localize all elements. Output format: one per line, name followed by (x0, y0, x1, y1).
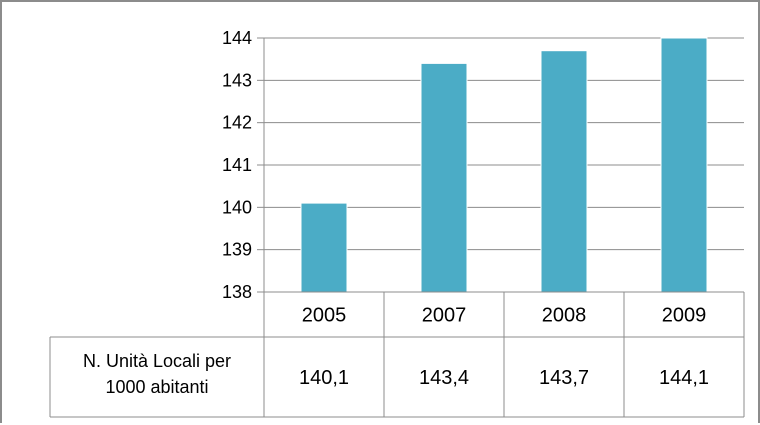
y-tick-label-139: 139 (222, 240, 252, 260)
category-label-2007: 2007 (422, 305, 467, 327)
category-label-2008: 2008 (542, 305, 587, 327)
category-label-2009: 2009 (662, 305, 707, 327)
y-tick-label-144: 144 (222, 28, 252, 48)
bar-2005 (300, 202, 348, 293)
y-tick-labels: 138 139 140 141 142 143 144 (222, 28, 252, 302)
bar-2007 (420, 62, 468, 293)
table-value-2007: 143,4 (419, 367, 469, 389)
bars (300, 37, 708, 293)
table-value-2009: 144,1 (659, 367, 709, 389)
y-tick-label-140: 140 (222, 197, 252, 217)
row-label-line-2: 1000 abitanti (105, 377, 208, 397)
y-tick-label-142: 142 (222, 113, 252, 133)
category-label-2005: 2005 (302, 305, 347, 327)
data-table: 2005 2007 2008 2009 N. Unità Locali per 1000 … (49, 291, 745, 418)
bar-2009 (660, 37, 708, 293)
row-label-line-1: N. Unità Locali per (83, 351, 231, 371)
y-tick-label-143: 143 (222, 70, 252, 90)
table-value-2005: 140,1 (299, 367, 349, 389)
y-tick-label-138: 138 (222, 282, 252, 302)
bar-2008 (540, 50, 588, 293)
y-tick-label-141: 141 (222, 155, 252, 175)
table-value-2008: 143,7 (539, 367, 589, 389)
axes (257, 37, 265, 293)
